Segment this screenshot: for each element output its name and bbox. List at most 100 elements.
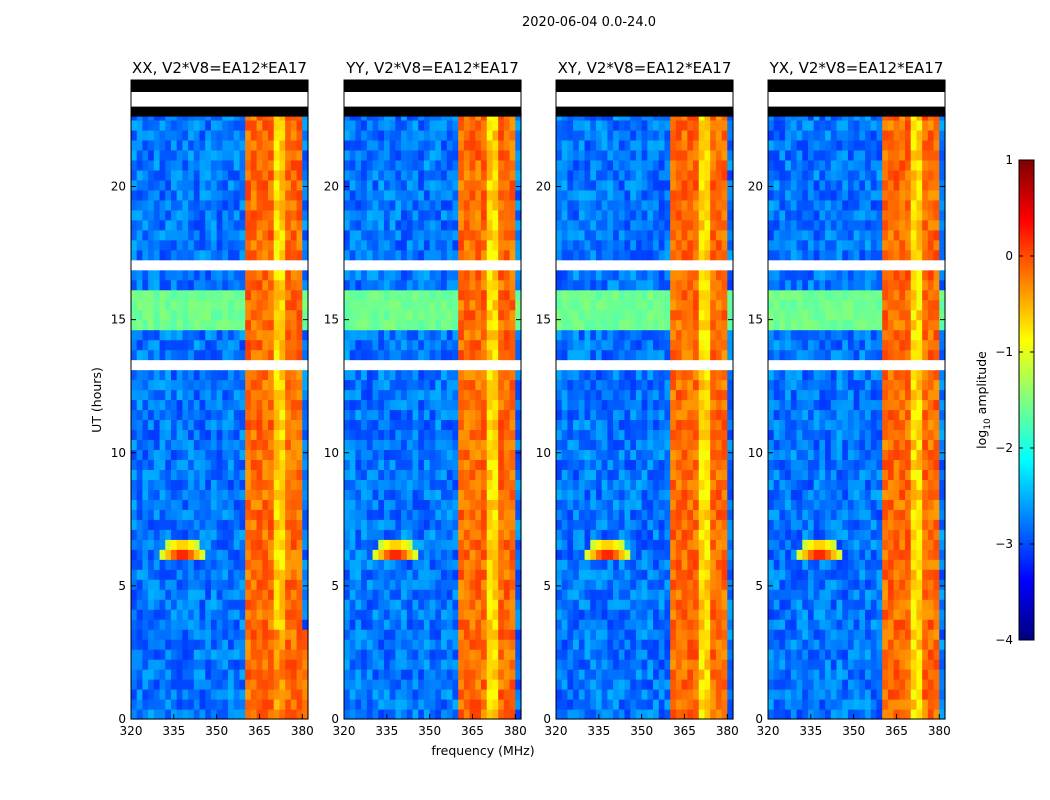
heatmap-cell: [389, 169, 396, 181]
heatmap-cell: [401, 529, 408, 540]
heatmap-cell: [279, 229, 286, 241]
heatmap-cell: [239, 339, 246, 351]
heatmap-cell: [188, 219, 195, 231]
heatmap-cell: [205, 339, 212, 351]
heatmap-cell: [475, 199, 482, 211]
heatmap-cell: [193, 569, 201, 580]
heatmap-cell: [595, 549, 603, 560]
heatmap-cell: [412, 99, 419, 111]
heatmap-cell: [429, 129, 436, 141]
heatmap-cell: [710, 629, 717, 640]
heatmap-cell: [148, 479, 155, 490]
heatmap-cell: [556, 639, 563, 650]
heatmap-cell: [401, 259, 408, 271]
heatmap-cell: [423, 429, 431, 441]
heatmap-cell: [412, 679, 419, 690]
heatmap-cell: [715, 539, 723, 550]
heatmap-cell: [199, 449, 206, 460]
heatmap-cell: [268, 419, 275, 431]
heatmap-cell: [349, 619, 357, 630]
heatmap-cell: [475, 669, 482, 680]
heatmap-cell: [378, 469, 385, 480]
heatmap-cell: [199, 389, 206, 401]
heatmap-cell: [366, 399, 374, 411]
heatmap-cell: [290, 269, 298, 281]
heatmap-cell: [349, 399, 357, 411]
heatmap-cell: [452, 299, 459, 311]
heatmap-cell: [498, 499, 505, 510]
heatmap-cell: [361, 139, 368, 151]
heatmap-cell: [216, 159, 223, 171]
heatmap-cell: [401, 459, 408, 470]
heatmap-cell: [366, 319, 374, 331]
heatmap-cell: [182, 139, 189, 151]
heatmap-cell: [607, 529, 614, 540]
heatmap-cell: [452, 319, 459, 331]
heatmap-cell: [233, 359, 241, 371]
heatmap-cell: [401, 669, 408, 680]
heatmap-cell: [355, 239, 362, 251]
heatmap-cell: [452, 549, 459, 560]
heatmap-cell: [406, 499, 414, 510]
heatmap-cell: [344, 159, 351, 171]
heatmap-cell: [222, 689, 229, 700]
heatmap-cell: [349, 209, 357, 221]
heatmap-cell: [463, 659, 471, 670]
heatmap-cell: [136, 359, 144, 371]
heatmap-cell: [344, 619, 351, 630]
heatmap-cell: [344, 509, 351, 520]
heatmap-cell: [578, 689, 586, 700]
heatmap-cell: [176, 679, 183, 690]
heatmap-cell: [136, 159, 144, 171]
heatmap-cell: [233, 449, 241, 460]
heatmap-cell: [188, 139, 195, 151]
heatmap-cell: [233, 349, 241, 361]
heatmap-cell: [188, 689, 195, 700]
heatmap-cell: [607, 709, 614, 720]
heatmap-cell: [193, 119, 201, 131]
heatmap-cell: [142, 569, 149, 580]
heatmap-cell: [469, 189, 476, 201]
heatmap-cell: [205, 329, 212, 341]
heatmap-cell: [429, 679, 436, 690]
heatmap-cell: [715, 549, 723, 560]
heatmap-cell: [372, 499, 379, 510]
heatmap-cell: [475, 299, 482, 311]
heatmap-cell: [233, 339, 241, 351]
heatmap-cell: [441, 609, 448, 620]
heatmap-cell: [366, 349, 374, 361]
heatmap-cell: [239, 409, 246, 421]
heatmap-cell: [446, 619, 454, 630]
heatmap-cell: [670, 699, 677, 710]
heatmap-cell: [481, 559, 488, 570]
heatmap-cell: [509, 119, 516, 131]
heatmap-cell: [199, 629, 206, 640]
heatmap-cell: [366, 249, 374, 261]
heatmap-cell: [170, 489, 178, 500]
heatmap-cell: [216, 609, 223, 620]
heatmap-cell: [302, 399, 309, 411]
heatmap-cell: [567, 619, 574, 630]
heatmap-cell: [210, 389, 218, 401]
heatmap-cell: [233, 309, 241, 321]
y-tick-label: 0: [331, 712, 339, 726]
heatmap-cell: [170, 509, 178, 520]
heatmap-cell: [498, 219, 505, 231]
heatmap-cell: [199, 469, 206, 480]
heatmap-cell: [165, 599, 172, 610]
heatmap-cell: [492, 139, 499, 151]
heatmap-cell: [296, 169, 303, 181]
heatmap-cell: [182, 629, 189, 640]
heatmap-cell: [406, 229, 414, 241]
heatmap-cell: [245, 429, 252, 441]
heatmap-cell: [441, 269, 448, 281]
heatmap-cell: [205, 489, 212, 500]
heatmap-cell: [664, 529, 671, 540]
heatmap-cell: [233, 169, 241, 181]
heatmap-cell: [159, 399, 166, 411]
heatmap-cell: [165, 189, 172, 201]
heatmap-cell: [515, 529, 522, 540]
heatmap-cell: [296, 549, 303, 560]
heatmap-cell: [624, 429, 631, 441]
heatmap-cell: [256, 279, 263, 291]
